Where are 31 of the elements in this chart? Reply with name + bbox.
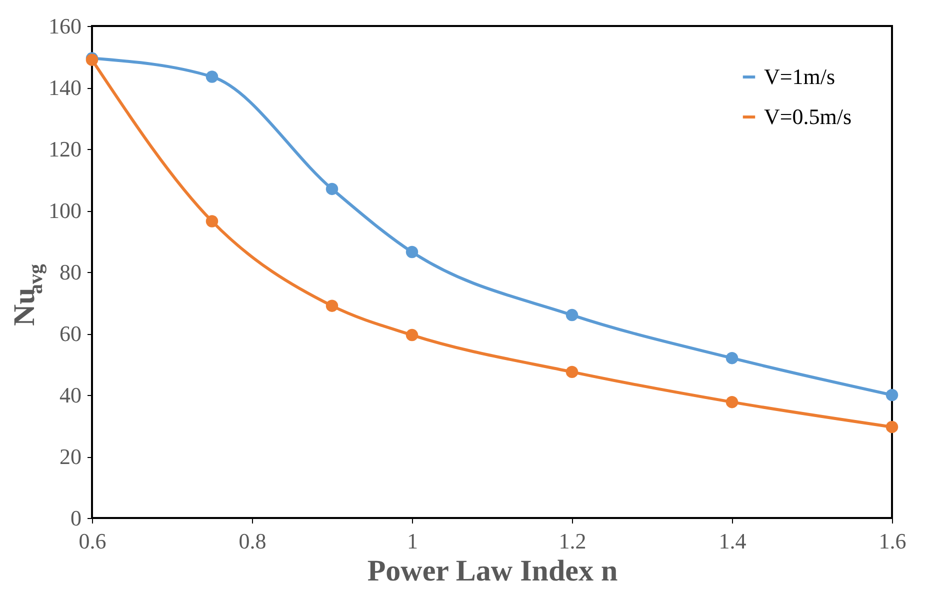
- y-tick-label: 100: [48, 198, 82, 223]
- y-tick-label: 20: [60, 444, 82, 469]
- y-axis-title: Nuavg: [8, 264, 47, 326]
- point: [886, 388, 898, 402]
- point: [206, 215, 218, 228]
- y-tick-label: 140: [48, 75, 82, 100]
- x-axis-title: Power Law Index n: [367, 554, 618, 588]
- y-tick-label: 40: [60, 382, 82, 408]
- point: [726, 352, 738, 364]
- x-tick-label: 1: [407, 528, 418, 554]
- point: [406, 246, 418, 258]
- point: [326, 182, 338, 196]
- y-tick-label: 80: [60, 260, 82, 284]
- point: [726, 396, 738, 408]
- y-tick-label: 160: [48, 14, 82, 38]
- y-tick-label: 60: [60, 321, 82, 346]
- x-tick-label: 0.8: [238, 528, 266, 554]
- x-tick-label: 1.2: [558, 528, 586, 554]
- point: [406, 328, 418, 342]
- point: [206, 70, 218, 83]
- y-tick-label: 0: [70, 506, 82, 530]
- point: [326, 300, 338, 312]
- point: [566, 308, 578, 322]
- x-tick-label: 0.6: [78, 528, 106, 554]
- legend-label: V=0.5m/s: [764, 104, 852, 129]
- legend-label: V=1m/s: [764, 64, 836, 89]
- point: [886, 420, 898, 434]
- x-tick-label: 1.4: [718, 528, 746, 554]
- point: [566, 366, 578, 378]
- y-tick-label: 120: [48, 136, 82, 162]
- x-tick-label: 1.6: [878, 528, 906, 554]
